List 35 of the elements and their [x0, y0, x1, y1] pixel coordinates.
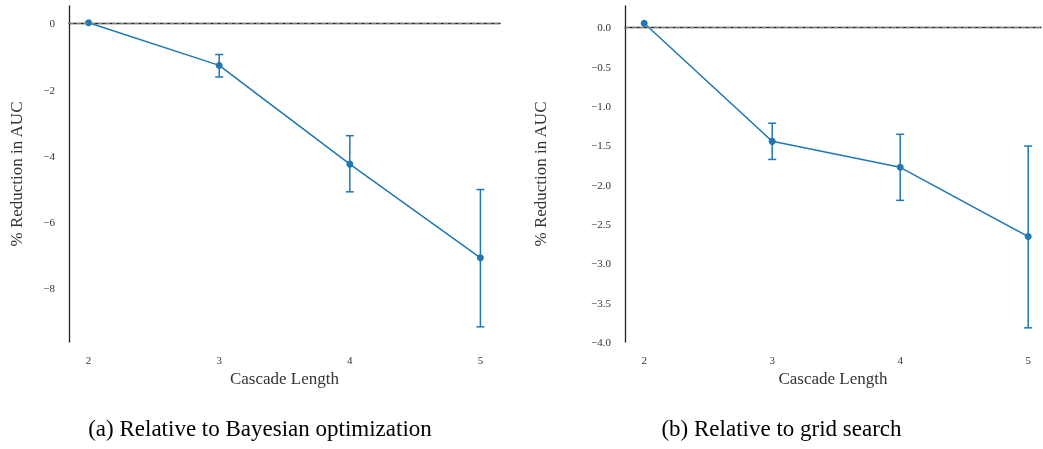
point	[476, 254, 484, 262]
point	[640, 19, 648, 27]
y-axis-title: % Reduction in AUC	[7, 101, 26, 247]
point	[1024, 233, 1032, 241]
text: (a) Relative to Bayesian optimization	[88, 416, 433, 441]
x-tick-label: 4	[347, 353, 354, 366]
y-tick-label: −1.5	[591, 139, 612, 152]
y-tick-label: −8	[43, 281, 56, 294]
x-tick-label: 3	[769, 353, 776, 366]
y-tick-label: −0.5	[591, 60, 612, 73]
x-tick-label: 2	[641, 353, 647, 366]
point	[896, 163, 904, 171]
point	[346, 160, 354, 168]
y-tick-label: 0.0	[597, 21, 612, 34]
y-tick-label: −2.5	[591, 217, 612, 230]
x-tick-label: 3	[216, 353, 223, 366]
x-tick-label: 2	[85, 353, 92, 366]
x-axis-title: Cascade Length	[778, 368, 889, 388]
x-tick-label: 5	[1025, 353, 1032, 366]
y-tick-label: −4.0	[591, 336, 612, 348]
x-tick-label: 4	[897, 353, 904, 366]
y-tick-label: −6	[43, 215, 56, 228]
x-tick-label: 5	[477, 353, 484, 366]
text: (b) Relative to grid search	[661, 416, 903, 441]
point	[215, 61, 223, 69]
y-tick-label: −2.0	[591, 178, 612, 191]
y-tick-label: −3.0	[591, 257, 612, 270]
point	[768, 137, 776, 145]
y-tick-label: −3.5	[591, 296, 612, 309]
y-tick-label: −4	[43, 149, 56, 162]
x-axis-title: Cascade Length	[229, 368, 340, 388]
y-tick-label: −2	[43, 83, 55, 96]
y-tick-label: −1.0	[591, 99, 612, 112]
y-axis-title: % Reduction in AUC	[531, 101, 550, 247]
y-tick-label: 0	[49, 17, 56, 30]
